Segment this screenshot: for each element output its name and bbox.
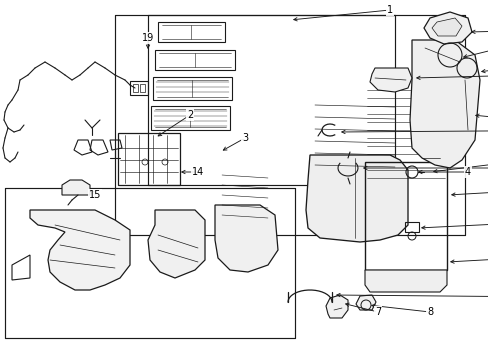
Polygon shape [305, 155, 407, 242]
Polygon shape [431, 18, 461, 36]
Polygon shape [325, 295, 347, 318]
Bar [140, 84, 145, 92]
Text: 8: 8 [426, 307, 432, 317]
Bar [158, 22, 224, 42]
Text: 1: 1 [386, 5, 392, 15]
Polygon shape [423, 12, 471, 44]
Text: 4: 4 [464, 167, 470, 177]
Bar [133, 84, 138, 92]
Bar [130, 81, 148, 95]
Polygon shape [409, 40, 479, 168]
Bar [153, 77, 231, 100]
Bar [364, 162, 446, 270]
Bar [404, 222, 418, 232]
Bar [151, 106, 229, 130]
Polygon shape [62, 180, 90, 195]
Bar [155, 50, 235, 70]
Polygon shape [355, 295, 375, 310]
Polygon shape [148, 210, 204, 278]
Polygon shape [369, 68, 411, 92]
Bar [118, 133, 180, 185]
Text: 19: 19 [142, 33, 154, 43]
Text: 7: 7 [374, 307, 380, 317]
Text: 3: 3 [242, 133, 247, 143]
Polygon shape [215, 205, 278, 272]
Polygon shape [364, 270, 446, 292]
Polygon shape [30, 210, 130, 290]
Text: 14: 14 [191, 167, 203, 177]
Text: 2: 2 [186, 110, 193, 120]
Text: 15: 15 [89, 190, 101, 200]
